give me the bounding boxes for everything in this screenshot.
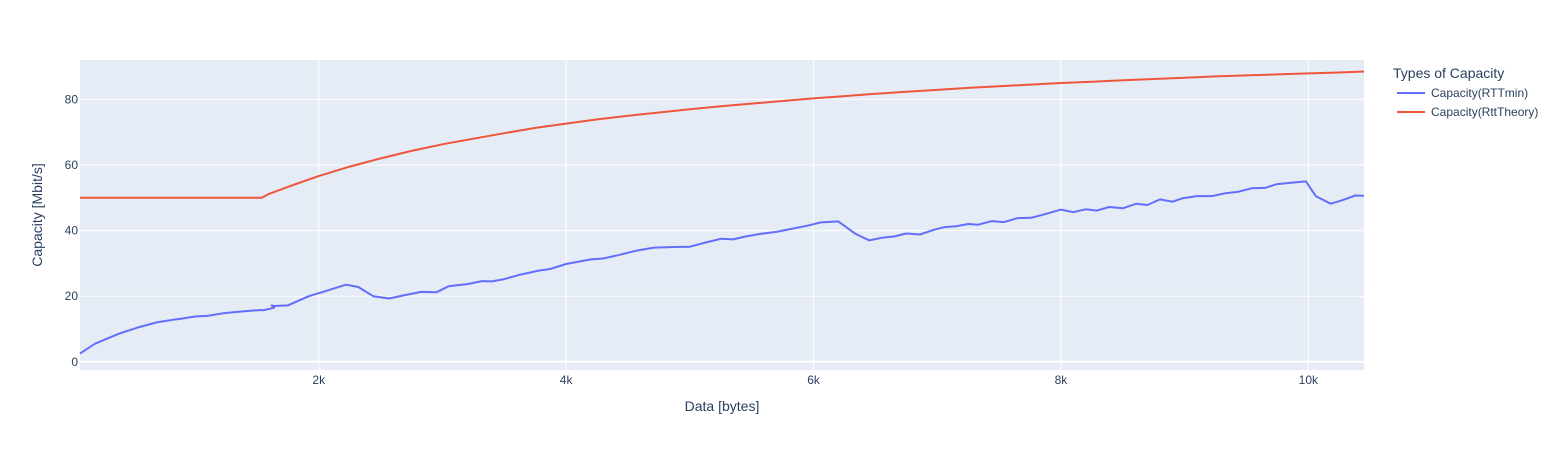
grid-lines (80, 60, 1364, 370)
legend-label: Capacity(RttTheory) (1431, 105, 1538, 119)
x-tick-label: 6k (807, 373, 821, 387)
x-tick-label: 8k (1055, 373, 1069, 387)
legend-item[interactable]: Capacity(RttTheory) (1397, 105, 1538, 119)
plot-background (80, 60, 1364, 370)
series-line-capacity-rtttheory (80, 70, 1365, 199)
y-tick-label: 20 (65, 289, 79, 303)
series-lines (79, 70, 1365, 355)
x-axis-ticks: 2k 4k 6k 8k 10k (312, 373, 1319, 387)
y-tick-label: 60 (65, 158, 79, 172)
legend-label: Capacity(RTTmin) (1431, 86, 1528, 100)
y-axis-ticks: 0 20 40 60 80 (65, 92, 79, 368)
x-tick-label: 10k (1299, 373, 1319, 387)
legend-item[interactable]: Capacity(RTTmin) (1397, 86, 1528, 100)
legend-items: Capacity(RTTmin) Capacity(RttTheory) (1397, 86, 1538, 119)
y-axis-label: Capacity [Mbit/s] (29, 163, 45, 266)
y-tick-label: 40 (65, 224, 79, 238)
x-tick-label: 4k (560, 373, 574, 387)
y-tick-label: 0 (71, 355, 78, 369)
legend-title: Types of Capacity (1393, 65, 1504, 81)
series-line-capacity-rttmin (79, 180, 1365, 355)
x-tick-label: 2k (312, 373, 326, 387)
x-axis-label: Data [bytes] (685, 398, 760, 414)
y-tick-label: 80 (65, 92, 79, 106)
legend: Types of Capacity Capacity(RTTmin)Capaci… (1393, 65, 1538, 119)
